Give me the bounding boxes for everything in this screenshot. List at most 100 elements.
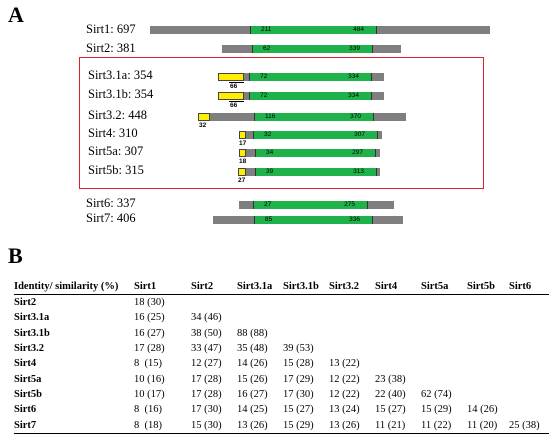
table-cell: 33 (47) [191,343,222,355]
table-row: Sirt5b 10 (17) 17 (28) 16 (27) 17 (30) 12 (22… [14,387,549,402]
sirtuin-domain-segment: 211 484 [250,26,377,34]
table-cell: 15 (29) [283,417,329,434]
protein-label: Sirt3.1a: 354 [88,68,153,82]
table-cell [467,371,509,386]
sirtuin-domain-segment: 39 313 [255,168,377,176]
table-cell: 11 (21) [375,417,421,434]
table-cell: 8 (18) [134,417,191,434]
panel-a-letter: A [8,2,24,27]
mts-segment [239,149,246,157]
table-row: Sirt3.1a 16 (25) 34 (46) [14,310,549,325]
protein-label: Sirt2: 381 [86,41,136,55]
table-cell [509,402,549,417]
table-cell [237,295,283,311]
row-header: Sirt2 [14,297,37,309]
row-header: Sirt6 [14,404,37,416]
table-cell [509,295,549,311]
protein-bar: 27 275 [239,201,394,209]
table-cell [467,295,509,311]
table-cell [375,310,421,325]
sirtuin-domain-segment: 85 336 [254,216,373,224]
table-cell: 12 (22) [329,388,360,400]
column-header: Sirt3.1b [283,279,329,295]
protein-bar: 62 339 [222,45,401,53]
table-cell: 15 (28) [283,358,314,370]
column-header: Sirt5b [467,279,509,295]
table-row: Sirt3.2 17 (28) 33 (47) 35 (48) 39 (53) [14,341,549,356]
table-cell [329,310,375,325]
domain-start-label: 211 [261,26,272,33]
protein-label: Sirt5a: 307 [88,144,144,158]
table-cell: 11 (22) [421,417,467,434]
domain-end-label: 370 [350,113,361,120]
table-cell: 34 (46) [191,312,222,324]
row-header: Sirt5a [14,373,42,385]
table-row: Sirt5a 10 (16) 17 (28) 15 (26) 17 (29) 12 (22… [14,371,549,386]
table-cell: 22 (40) [375,388,406,400]
table-cell [375,295,421,311]
row-header: Sirt7 [14,417,134,434]
protein-bar: 32 307 [239,131,382,139]
domain-start-label: 72 [260,73,268,80]
table-cell: 8 (16) [134,404,162,416]
column-header: Sirt5a [421,279,467,295]
table-cell [467,341,509,356]
table-cell [467,310,509,325]
identity-similarity-table: Identity/ similarity (%) Sirt1 Sirt2 Sirt3.… [14,279,549,434]
table-cell [421,295,467,311]
row-header: Sirt3.2 [14,343,45,355]
table-cell: 14 (26) [467,404,498,416]
row-header: Sirt3.1b [14,327,50,339]
table-cell [509,356,549,371]
column-header: Sirt3.2 [329,279,375,295]
table-cell: 14 (26) [237,358,268,370]
table-cell: 15 (27) [375,404,406,416]
table-cell [329,295,375,311]
sirtuin-domain-segment: 34 297 [255,149,376,157]
table-cell: 12 (27) [191,358,222,370]
protein-label: Sirt7: 406 [86,211,136,225]
row-header: Sirt3.1a [14,312,50,324]
domain-end-label: 334 [348,92,359,99]
table-cell: 13 (26) [237,417,283,434]
mts-underline [229,82,244,83]
mts-segment [218,73,244,81]
domain-end-label: 339 [349,45,360,52]
sirtuin-domain-segment: 116 370 [254,113,374,121]
table-cell: 17 (28) [191,388,222,400]
domain-end-label: 313 [353,168,364,175]
domain-start-label: 39 [266,168,274,175]
table-cell: 39 (53) [283,343,314,355]
protein-bar: 39 313 [238,168,380,176]
table-cell [421,356,467,371]
protein-label: Sirt5b: 315 [88,163,144,177]
domain-end-label: 297 [352,149,363,156]
table-cell: 62 (74) [421,388,452,400]
protein-label: Sirt6: 337 [86,196,136,210]
domain-start-label: 27 [264,201,272,208]
protein-bar: 116 370 [198,113,406,121]
table-cell: 17 (28) [134,343,165,355]
mts-length-label: 66 [230,83,238,90]
column-header: Sirt6 [509,279,549,295]
sirtuin-domain-segment: 32 307 [253,131,378,139]
table-cell: 17 (28) [191,373,222,385]
table-cell: 23 (38) [375,373,406,385]
domain-end-label: 336 [349,216,360,223]
table-cell: 11 (20) [467,417,509,434]
table-cell: 38 (50) [191,327,222,339]
table-cell [421,326,467,341]
sirtuin-domain-segment: 72 334 [249,73,372,81]
table-cell: 13 (26) [329,417,375,434]
table-cell: 13 (24) [329,404,360,416]
panel-b-letter: B [8,243,23,268]
table-cell: 13 (22) [329,358,360,370]
protein-bar: 72 334 [218,73,384,81]
protein-label: Sirt3.1b: 354 [88,87,154,101]
domain-start-label: 32 [264,131,272,138]
table-cell: 15 (29) [421,404,452,416]
table-row: Sirt3.1b 16 (27) 38 (50) 88 (88) [14,326,549,341]
table-row: Sirt7 8 (18) 15 (30) 13 (26) 15 (29) 13 (26) 1… [14,417,549,434]
mts-length-label: 18 [239,158,247,165]
mts-segment [198,113,210,121]
